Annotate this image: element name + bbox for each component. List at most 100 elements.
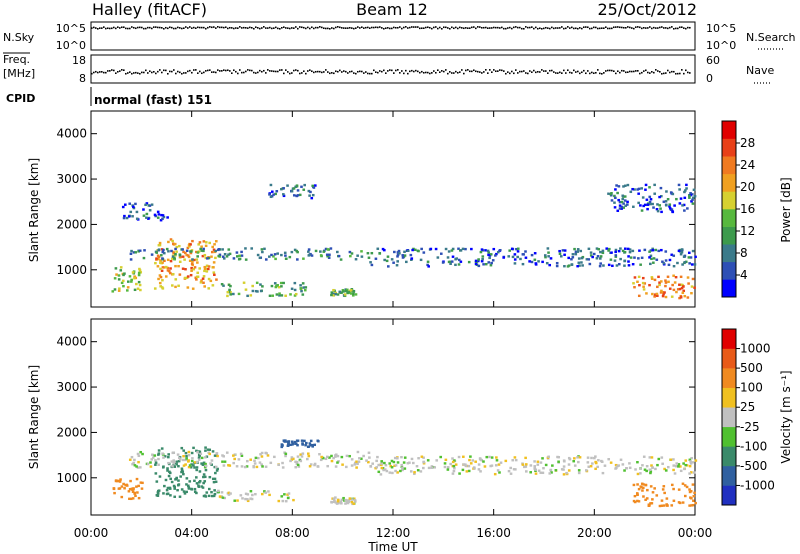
- power-cell: [172, 251, 175, 255]
- freq-point: [151, 71, 153, 74]
- colorbar-tick-label: 1000: [740, 342, 771, 356]
- power-cell: [254, 289, 258, 293]
- power-cell: [166, 258, 170, 262]
- power-cell: [555, 264, 559, 268]
- power-cell: [524, 256, 528, 259]
- velocity-cell: [663, 467, 666, 471]
- power-cell: [618, 207, 622, 210]
- velocity-cell: [681, 482, 685, 485]
- power-cell: [637, 192, 640, 195]
- power-cell: [307, 189, 311, 193]
- power-cell: [255, 281, 259, 285]
- velocity-cell: [131, 490, 135, 494]
- velocity-cell: [303, 439, 306, 443]
- velocity-cell: [636, 483, 639, 486]
- nsky-point: [689, 26, 691, 29]
- colorbar-segment: [722, 173, 736, 192]
- velocity-cell: [658, 504, 662, 508]
- nsky-point: [425, 26, 427, 29]
- velocity-cell: [232, 461, 235, 465]
- nsky-point: [595, 26, 597, 29]
- velocity-cell: [136, 491, 139, 494]
- nsky-point: [667, 27, 669, 30]
- power-cell: [585, 258, 589, 261]
- velocity-cell: [233, 457, 236, 461]
- velocity-cell: [202, 481, 205, 485]
- nsky-point: [159, 26, 161, 29]
- nsky-point: [515, 26, 517, 28]
- power-cell: [648, 202, 652, 206]
- nsky-point: [541, 27, 543, 30]
- velocity-cell: [334, 454, 337, 457]
- freq-point: [401, 70, 403, 72]
- freq-point: [651, 70, 653, 73]
- power-cell: [396, 253, 400, 256]
- velocity-cell: [399, 469, 402, 473]
- power-cell: [631, 187, 634, 191]
- power-cell: [396, 260, 399, 263]
- power-cell: [123, 214, 126, 218]
- nsky-point: [459, 26, 461, 29]
- power-cell: [319, 250, 322, 253]
- power-cell: [352, 292, 355, 296]
- freq-point: [371, 72, 373, 75]
- power-cell: [614, 250, 617, 254]
- velocity-cell: [182, 449, 186, 452]
- freq-point: [477, 70, 479, 73]
- nsky-point: [389, 27, 391, 30]
- power-cell: [667, 280, 670, 284]
- power-cell: [490, 261, 493, 265]
- power-cell: [617, 262, 621, 266]
- velocity-cell: [306, 457, 309, 461]
- velocity-cell: [193, 487, 197, 491]
- velocity-cell: [139, 481, 143, 484]
- colorbar-tick-label: 24: [740, 158, 755, 172]
- power-cell: [656, 203, 659, 206]
- power-cell: [574, 250, 578, 253]
- velocity-cell: [313, 462, 317, 466]
- power-cell: [650, 257, 653, 261]
- nsky-point: [517, 26, 519, 29]
- power-cell: [656, 209, 660, 213]
- power-cell: [648, 186, 651, 189]
- power-cell: [534, 262, 538, 265]
- velocity-cell: [551, 464, 554, 467]
- nsky-point: [377, 26, 379, 29]
- y-tick-label: 1000: [56, 471, 87, 485]
- power-cell: [596, 255, 600, 258]
- power-cell: [641, 196, 645, 199]
- velocity-cell: [333, 499, 336, 502]
- velocity-cell: [184, 458, 187, 462]
- freq-point: [91, 72, 93, 75]
- velocity-cell: [197, 458, 201, 461]
- velocity-cell: [169, 494, 172, 497]
- power-cell: [199, 281, 203, 284]
- power-cell: [191, 258, 194, 261]
- nsky-point: [635, 26, 637, 28]
- power-cell: [690, 193, 694, 196]
- velocity-cell: [193, 479, 196, 482]
- power-cell: [620, 207, 623, 210]
- velocity-cell: [320, 455, 323, 459]
- power-cell: [659, 207, 662, 210]
- power-cell: [381, 247, 385, 251]
- velocity-cell: [350, 500, 354, 504]
- nsky-point: [553, 27, 555, 30]
- nsky-point: [203, 26, 205, 29]
- power-cell: [390, 258, 394, 261]
- nsky-point: [115, 27, 117, 30]
- power-cell: [177, 244, 181, 248]
- colorbar-segment: [722, 156, 736, 175]
- power-cell: [573, 247, 576, 251]
- power-cell: [292, 187, 296, 190]
- velocity-cell: [585, 469, 588, 472]
- power-cell: [481, 255, 485, 258]
- power-cell: [502, 256, 505, 259]
- velocity-cell: [192, 446, 195, 450]
- power-cell: [186, 275, 190, 278]
- power-cell: [212, 271, 216, 274]
- nsky-point: [179, 27, 181, 29]
- power-cell: [667, 263, 671, 267]
- freq-point: [415, 69, 417, 72]
- freq-point: [267, 69, 269, 71]
